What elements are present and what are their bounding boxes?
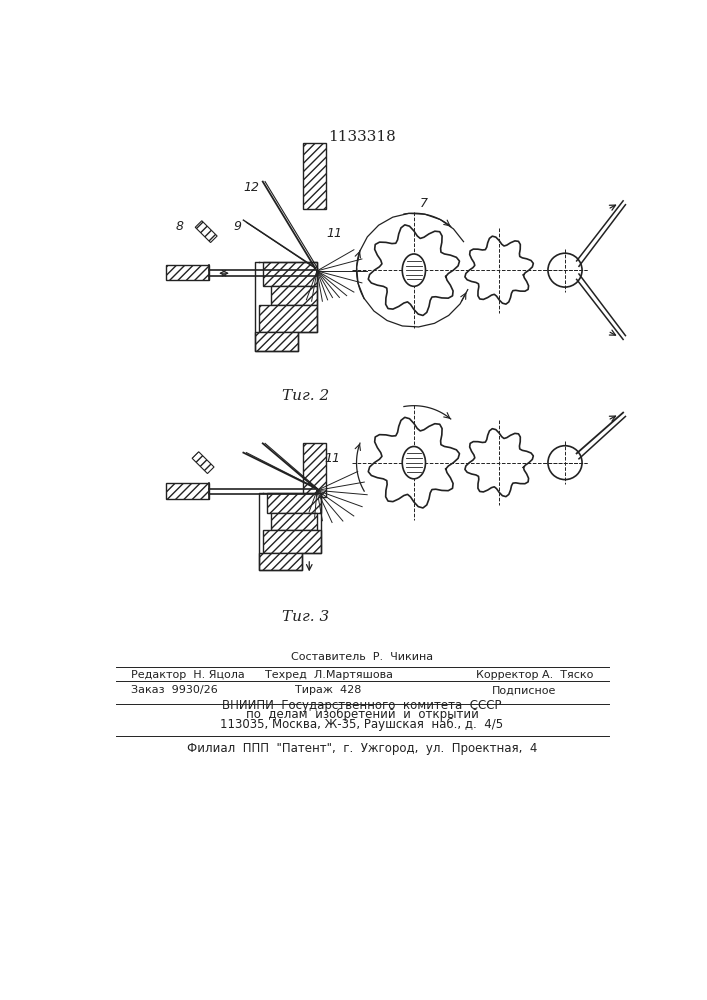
Ellipse shape — [402, 254, 426, 286]
Text: Подписное: Подписное — [491, 685, 556, 695]
Text: 8: 8 — [176, 220, 184, 233]
Bar — [303, 443, 327, 497]
Bar — [271, 286, 317, 305]
Polygon shape — [192, 452, 214, 474]
Bar — [263, 262, 317, 286]
Text: 7: 7 — [420, 197, 428, 210]
Text: Τиг. 3: Τиг. 3 — [282, 610, 329, 624]
Bar — [263, 530, 321, 553]
Bar — [303, 143, 327, 209]
Bar — [255, 332, 298, 351]
Text: по  делам  изобретений  и  открытий: по делам изобретений и открытий — [245, 708, 479, 721]
Text: 1133318: 1133318 — [328, 130, 396, 144]
Bar — [166, 483, 209, 499]
Bar — [166, 265, 209, 280]
Text: Тираж  428: Тираж 428 — [296, 685, 362, 695]
Text: Составитель  Р.  Чикина: Составитель Р. Чикина — [291, 652, 433, 662]
Bar — [267, 493, 321, 513]
Bar — [259, 305, 317, 332]
Text: Корректор А.  Тяско: Корректор А. Тяско — [476, 670, 593, 680]
Text: Заказ  9930/26: Заказ 9930/26 — [131, 685, 218, 695]
Text: ВНИИПИ  Государственного  комитета  СССР: ВНИИПИ Государственного комитета СССР — [222, 699, 502, 712]
Text: 11: 11 — [325, 452, 341, 465]
Bar — [259, 553, 301, 570]
Text: 9: 9 — [233, 220, 241, 233]
Text: Техред  Л.Мартяшова: Техред Л.Мартяшова — [264, 670, 392, 680]
Text: 11: 11 — [326, 227, 342, 240]
Ellipse shape — [402, 446, 426, 479]
Text: Редактор  Н. Яцола: Редактор Н. Яцола — [131, 670, 245, 680]
Polygon shape — [195, 221, 217, 243]
Text: 12: 12 — [243, 181, 259, 194]
Text: 113035, Москва, Ж-35, Раушская  наб., д.  4/5: 113035, Москва, Ж-35, Раушская наб., д. … — [221, 718, 503, 731]
Bar — [271, 513, 317, 530]
Text: Τиг. 2: Τиг. 2 — [282, 389, 329, 403]
Text: Филиал  ППП  "Патент",  г.  Ужгород,  ул.  Проектная,  4: Филиал ППП "Патент", г. Ужгород, ул. Про… — [187, 742, 537, 755]
